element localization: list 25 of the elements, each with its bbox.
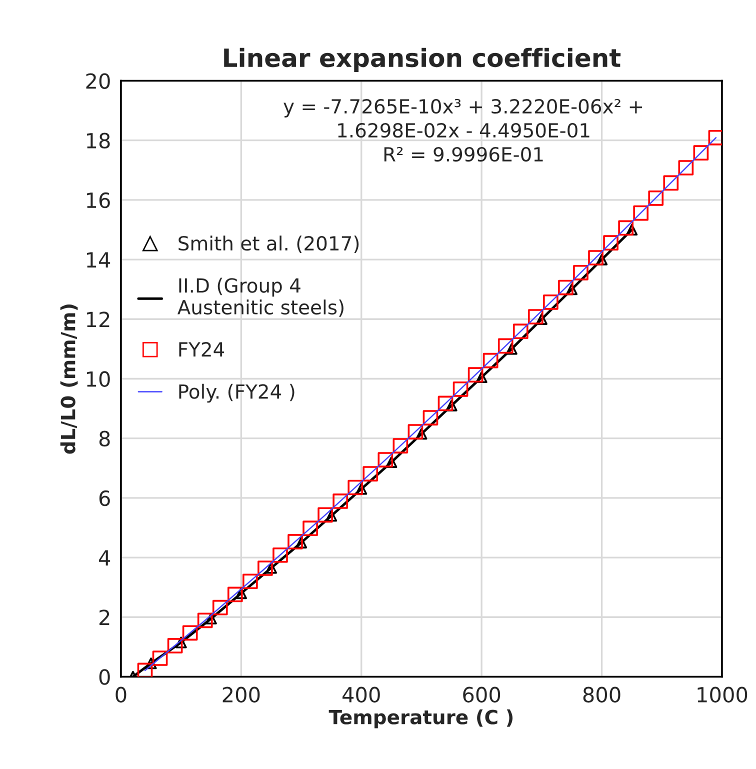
y-tick-label: 18: [87, 132, 110, 149]
legend-label: FY24: [179, 342, 224, 356]
y-tick-label: 0: [99, 669, 110, 685]
x-tick-label: 1000: [698, 686, 748, 703]
y-tick-label: 12: [87, 312, 110, 328]
x-tick-label: 400: [342, 686, 380, 703]
y-tick-label: 6: [99, 490, 110, 506]
legend-label: Smith et al. (2017): [178, 236, 359, 253]
y-tick-label: 4: [99, 550, 110, 566]
y-tick-label: 14: [87, 252, 110, 268]
x-tick-label: 200: [222, 686, 260, 703]
x-tick-label: 0: [116, 686, 126, 703]
chart-title: Linear expansion coefficient: [224, 48, 621, 72]
y-axis-title: dL/L0 (mm/m): [60, 304, 78, 454]
legend-label: II.D (Group 4 Austenitic steels): [178, 278, 344, 317]
y-tick-label: 10: [87, 371, 110, 387]
y-tick-label: 16: [87, 192, 110, 208]
legend-label: Poly. (FY24 ): [179, 384, 294, 403]
annotation: y = -7.7265E-10x³ + 3.2220E-06x² + 1.6298E-02x - 4.4950E-01 R² = 9.9996E-01: [284, 98, 642, 162]
x-tick-label: 600: [463, 686, 500, 703]
y-tick-label: 20: [86, 73, 110, 89]
y-tick-label: 8: [99, 430, 110, 447]
x-tick-label: 800: [583, 686, 620, 703]
x-axis-title: Temperature (C ): [328, 709, 513, 728]
y-tick-label: 2: [100, 610, 110, 626]
